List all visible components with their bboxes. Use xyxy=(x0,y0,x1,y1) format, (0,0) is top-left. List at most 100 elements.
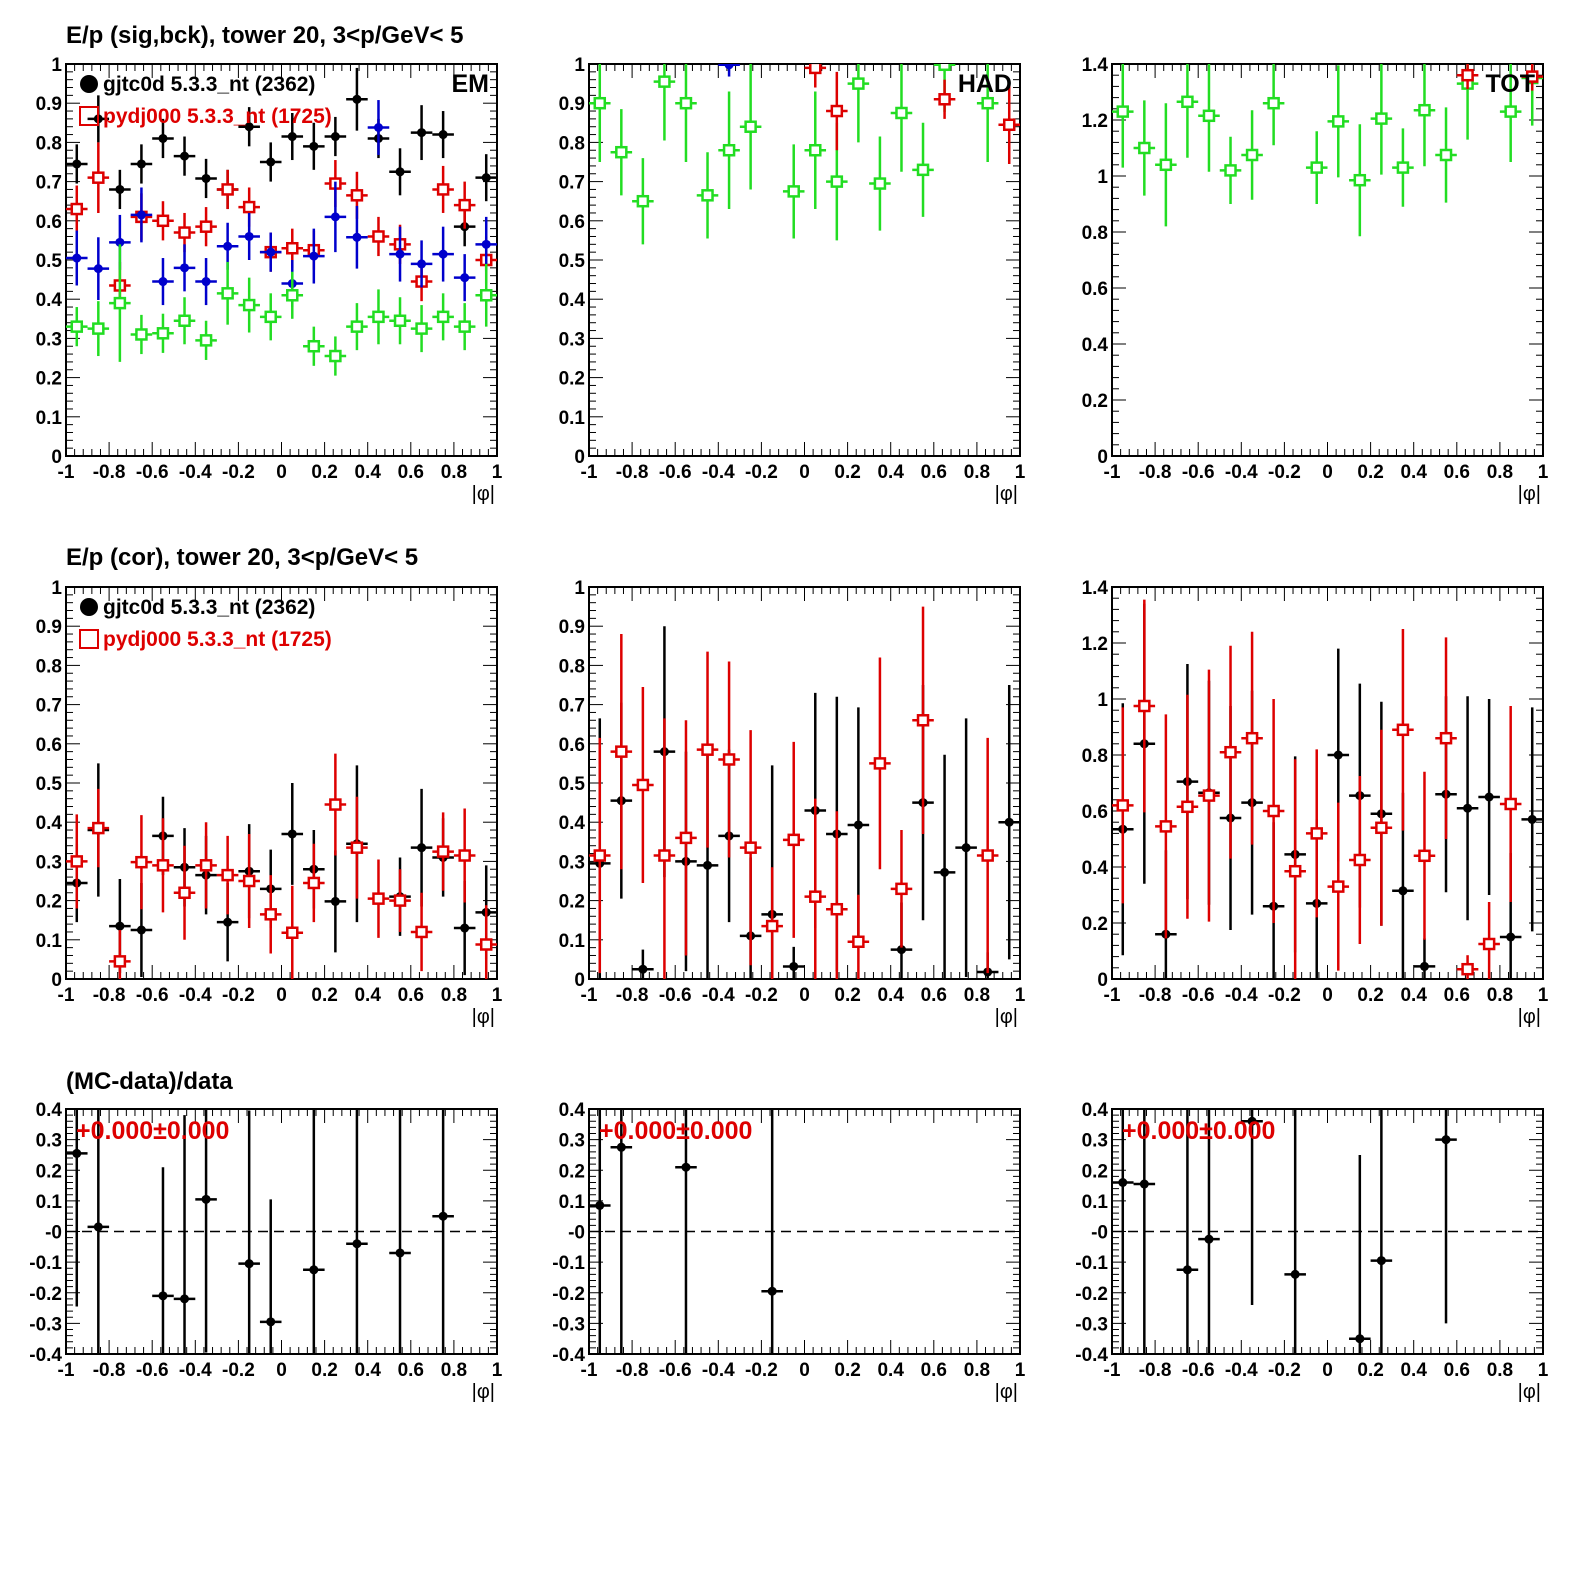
data-point xyxy=(696,152,719,239)
y-tick-label: 0.9 xyxy=(559,94,585,115)
dot-marker xyxy=(1527,814,1537,824)
data-point xyxy=(432,226,454,282)
data-point xyxy=(66,230,88,286)
data-point xyxy=(912,122,934,217)
data-point xyxy=(933,754,956,979)
data-point xyxy=(632,949,654,979)
data-point xyxy=(195,822,217,909)
square-marker xyxy=(350,189,364,202)
square-marker xyxy=(701,743,714,756)
data-point xyxy=(324,336,347,376)
data-point xyxy=(173,136,196,176)
square-marker xyxy=(1267,804,1280,818)
x-tick-label: -0.2 xyxy=(1268,1360,1301,1381)
square-marker xyxy=(636,194,650,208)
dot-marker xyxy=(72,1148,82,1158)
data-point xyxy=(130,314,153,355)
data-point xyxy=(1435,1109,1457,1324)
square-marker xyxy=(1288,864,1302,878)
x-tick-label: 1 xyxy=(1015,985,1026,1006)
y-tick-label: -0.1 xyxy=(1075,1253,1108,1274)
dot-marker xyxy=(115,237,125,247)
square-marker xyxy=(981,96,994,110)
x-tick-label: 0.6 xyxy=(1444,985,1470,1006)
data-point xyxy=(281,271,304,319)
dot-marker xyxy=(417,128,427,138)
panel-r3c2: -1 -0.8 -0.6 -0.4 -0.2 0 0.2 0.4 0.6 0.8 1 -0.4 -0.3… xyxy=(552,1100,1025,1403)
data-point xyxy=(453,808,476,903)
square-marker xyxy=(458,198,471,212)
square-marker xyxy=(92,821,105,835)
dot-marker xyxy=(72,253,82,263)
square-marker xyxy=(873,177,887,190)
x-tick-label: 0 xyxy=(799,985,810,1006)
legend-label: gjtc0d 5.3.3_nt (2362) xyxy=(103,73,315,96)
dot-marker xyxy=(180,151,190,161)
data-point xyxy=(1112,1109,1134,1354)
y-tick-label: 0 xyxy=(1097,970,1108,991)
data-point xyxy=(87,301,110,357)
y-tick-label: 0.9 xyxy=(36,617,62,638)
square-marker xyxy=(156,327,170,340)
data-point xyxy=(346,796,368,899)
y-tick-label: 0.5 xyxy=(36,774,63,795)
square-marker xyxy=(1267,96,1280,110)
x-tick-label: 0.6 xyxy=(398,462,424,483)
data-point xyxy=(782,946,805,979)
square-marker xyxy=(372,310,385,324)
square-marker xyxy=(938,64,951,72)
x-tick-label: 0.6 xyxy=(921,1360,947,1381)
square-marker xyxy=(178,226,191,239)
y-tick-label: 0.5 xyxy=(559,251,586,272)
x-tick-label: -0.8 xyxy=(616,462,649,483)
data-point xyxy=(761,1109,783,1354)
square-marker xyxy=(1245,731,1259,745)
data-point xyxy=(195,158,217,199)
square-marker xyxy=(895,106,908,120)
x-tick-label: -0.2 xyxy=(745,1360,778,1381)
data-point xyxy=(610,1109,633,1354)
square-marker xyxy=(307,876,321,890)
data-point xyxy=(303,326,325,366)
data-point xyxy=(66,307,88,347)
x-tick-label: -0.6 xyxy=(136,1360,169,1381)
y-tick-label: 0.8 xyxy=(36,656,62,677)
data-point xyxy=(1392,629,1414,831)
y-tick-label: 0.4 xyxy=(559,290,586,311)
y-tick-label: 0.1 xyxy=(36,1192,63,1213)
data-point xyxy=(303,122,325,170)
data-point xyxy=(109,930,131,979)
x-tick-label: 1 xyxy=(492,1360,503,1381)
square-marker xyxy=(221,287,234,300)
data-point xyxy=(847,64,870,143)
data-point xyxy=(109,169,131,210)
data-point xyxy=(195,1109,217,1353)
series-group xyxy=(1112,64,1543,237)
x-tick-label: 0 xyxy=(1322,1360,1333,1381)
data-point xyxy=(933,79,956,119)
x-tick-label: 0.8 xyxy=(964,985,990,1006)
square-marker xyxy=(679,831,693,845)
data-point xyxy=(1241,631,1263,845)
square-marker xyxy=(242,874,256,888)
data-point xyxy=(1155,103,1177,227)
y-tick-label: 0.6 xyxy=(559,212,585,233)
x-tick-label: 0.6 xyxy=(1444,462,1470,483)
dot-marker xyxy=(330,212,340,222)
data-point xyxy=(152,118,174,159)
series-group xyxy=(66,67,497,376)
data-point xyxy=(152,1167,174,1354)
x-tick-label: 0 xyxy=(276,985,287,1006)
x-tick-label: -0.4 xyxy=(702,1360,735,1381)
data-point xyxy=(1327,65,1350,178)
dot-marker xyxy=(789,961,799,971)
data-point xyxy=(718,64,740,77)
square-marker xyxy=(593,96,607,110)
dot-marker xyxy=(266,1317,276,1327)
dot-marker xyxy=(223,241,233,251)
y-tick-label: 0 xyxy=(1097,447,1108,468)
y-tick-label: 0.6 xyxy=(1082,802,1108,823)
x-axis-label: |φ| xyxy=(995,1381,1018,1403)
square-marker xyxy=(178,886,191,900)
